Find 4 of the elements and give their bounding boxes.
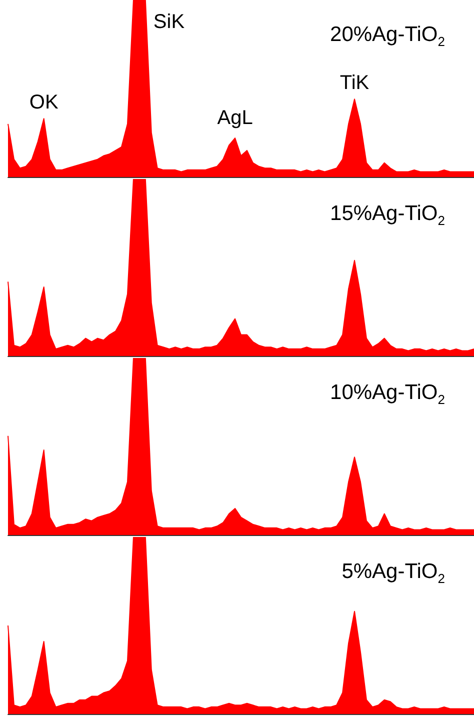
annotation: AgL [217, 107, 253, 130]
annotation: OK [29, 92, 59, 114]
annotation: TiK [340, 72, 370, 94]
annotation: SiK [153, 11, 186, 33]
